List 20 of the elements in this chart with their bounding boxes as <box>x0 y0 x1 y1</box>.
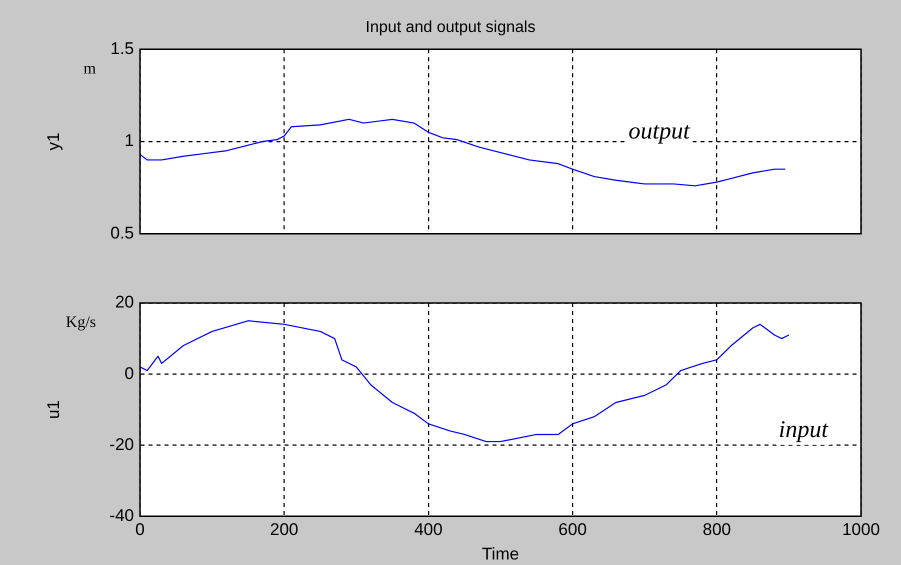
y-tick-label: -20 <box>109 434 134 454</box>
x-tick-label: 800 <box>702 520 731 540</box>
y-tick-label: 0 <box>124 364 134 383</box>
chart-title: Input and output signals <box>366 19 536 36</box>
x-tick-label: 1000 <box>842 520 880 540</box>
annotation: input <box>778 417 830 444</box>
annotation: output <box>628 118 692 145</box>
y-tick-label: 20 <box>115 292 134 312</box>
x-tick-label: 400 <box>414 520 443 540</box>
x-tick-label: 600 <box>558 520 587 540</box>
y-axis-title: u1 <box>44 400 63 420</box>
y-tick-label: 0.5 <box>110 223 134 242</box>
y-tick-label: -40 <box>109 506 134 525</box>
text: Kg/s <box>66 314 96 332</box>
y-tick-label: 1 <box>124 131 134 150</box>
text: m <box>84 60 97 78</box>
y-tick-label: 1.5 <box>110 38 134 58</box>
x-axis-title: Time <box>482 544 520 564</box>
y-axis-title: y1 <box>44 132 63 150</box>
x-tick-label: 200 <box>270 520 298 540</box>
